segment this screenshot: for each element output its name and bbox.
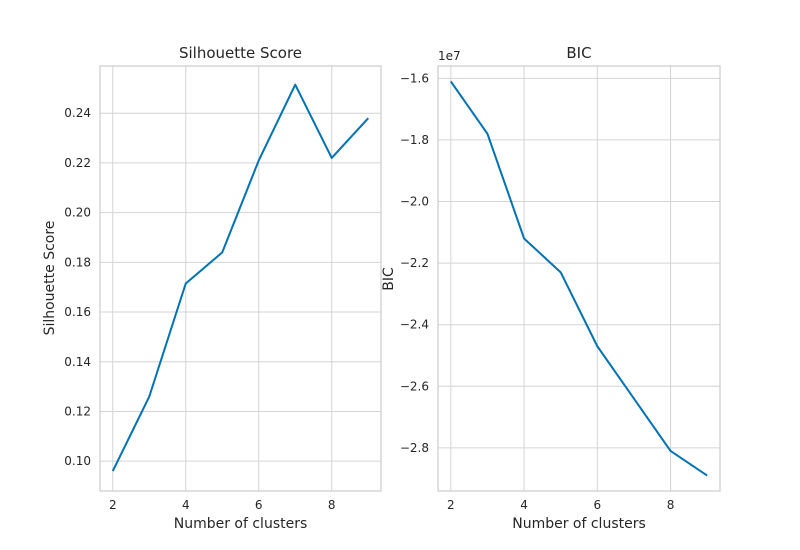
y-axis-label: Silhouette Score <box>42 221 58 336</box>
x-tick-label: 6 <box>593 498 601 512</box>
y-axis-label: BIC <box>381 267 397 291</box>
y-tick-label: 0.14 <box>64 355 91 369</box>
y-tick-label: 0.10 <box>64 454 91 468</box>
axes-frame <box>99 65 382 492</box>
y-tick-label: 0.20 <box>64 206 91 220</box>
plot-area <box>438 66 720 491</box>
x-axis-label: Number of clusters <box>174 516 308 532</box>
y-tick-label: 0.22 <box>64 156 91 170</box>
y-tick-label: −2.0 <box>400 195 429 209</box>
y-tick-label: −2.8 <box>400 441 429 455</box>
x-axis-label: Number of clusters <box>512 516 646 532</box>
y-tick-label: −1.8 <box>400 133 429 147</box>
series-line <box>111 83 369 472</box>
y-tick-label: −1.6 <box>400 71 429 85</box>
chart-title: Silhouette Score <box>179 44 302 62</box>
y-tick-label: 0.24 <box>64 106 91 120</box>
x-tick-label: 8 <box>328 498 336 512</box>
chart-2: 2 4 6 8 −1.6 −1.8 −2.0 −2.2 −2.4 −2.6 −2.8 BIC Numbe… <box>381 44 721 532</box>
x-tick-label: 2 <box>109 498 117 512</box>
y-tick-label: 0.16 <box>64 305 91 319</box>
series-line <box>450 80 708 477</box>
axes-frame <box>437 65 721 492</box>
x-tick-label: 2 <box>447 498 455 512</box>
chart-1: 2 4 6 8 0.10 0.12 0.14 0.16 0.18 0.20 0.22 0.24 Silh… <box>42 44 382 532</box>
y-tick-label: −2.6 <box>400 379 429 393</box>
x-tick-label: 8 <box>667 498 675 512</box>
y-offset-label: 1e7 <box>438 49 461 63</box>
x-tick-label: 4 <box>182 498 190 512</box>
plot-area <box>100 66 381 491</box>
y-tick-label: 0.12 <box>64 404 91 418</box>
y-tick-label: 0.18 <box>64 255 91 269</box>
y-tick-label: −2.2 <box>400 256 429 270</box>
y-tick-label: −2.4 <box>400 318 429 332</box>
chart-title: BIC <box>566 44 591 62</box>
x-tick-label: 6 <box>255 498 263 512</box>
x-tick-label: 4 <box>520 498 528 512</box>
